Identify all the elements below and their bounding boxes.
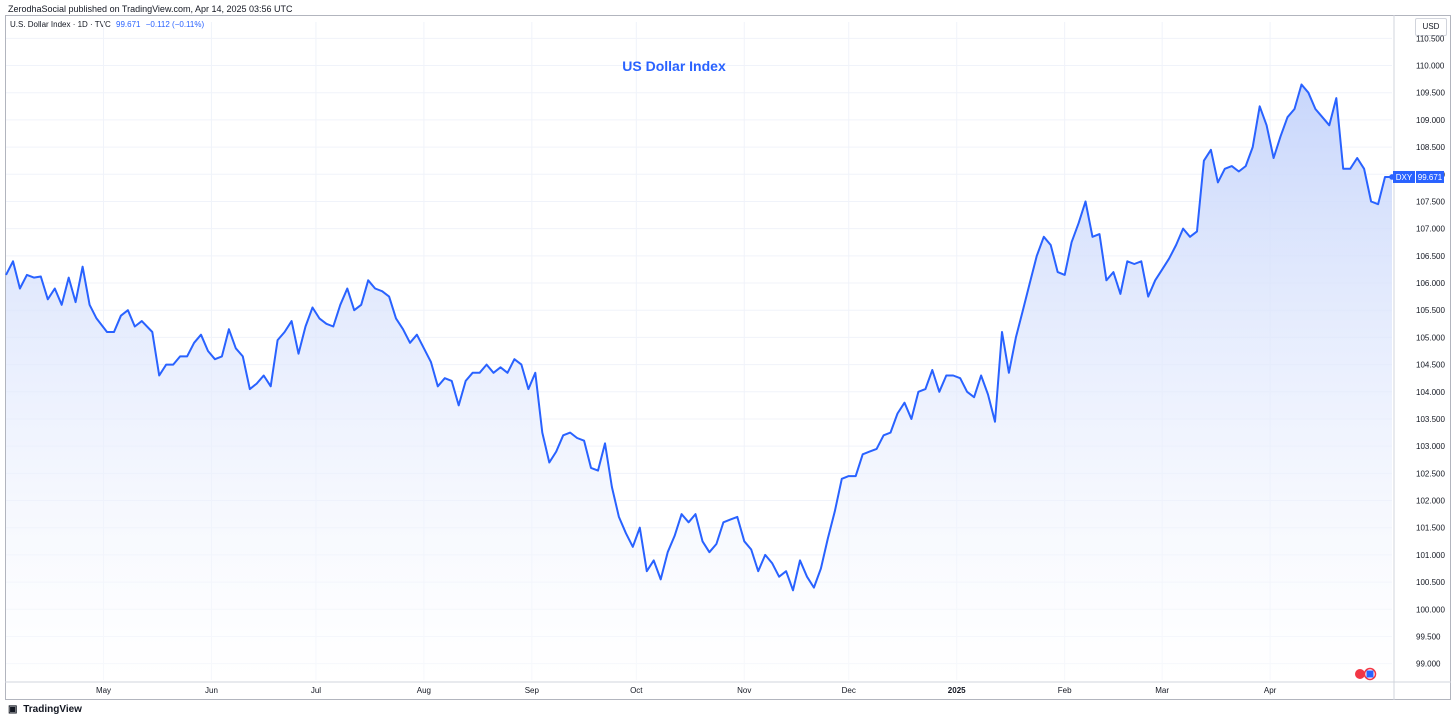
y-tick-label: 100.000	[1416, 605, 1445, 614]
y-tick-label: 104.500	[1416, 361, 1445, 370]
tradingview-logo-icon: ▣	[8, 704, 18, 715]
us-flag-canton-icon	[1366, 670, 1374, 678]
price-change: −0.112 (−0.11%)	[145, 20, 205, 29]
last-price: 99.671	[116, 20, 141, 29]
tradingview-brand-label: TradingView	[23, 704, 82, 715]
x-tick-label: 2025	[948, 686, 966, 695]
x-tick-label: Nov	[737, 686, 751, 695]
x-tick-label: Jul	[311, 686, 321, 695]
symbol-label: U.S. Dollar Index · 1D · TVC	[10, 20, 111, 29]
y-tick-label: 102.000	[1416, 497, 1445, 506]
ticker-badge-label: DXY	[1396, 173, 1413, 182]
price-badge	[1416, 170, 1444, 183]
y-tick-label: 110.000	[1416, 62, 1445, 71]
x-tick-label: Dec	[842, 686, 856, 695]
y-tick-label: 109.000	[1416, 116, 1445, 125]
y-tick-label: 99.500	[1416, 632, 1441, 641]
y-tick-label: 103.500	[1416, 415, 1445, 424]
y-tick-label: 106.000	[1416, 279, 1445, 288]
x-tick-label: Sep	[525, 686, 540, 695]
currency-button[interactable]: USD	[1415, 18, 1447, 36]
y-tick-label: 109.500	[1416, 89, 1445, 98]
ticker-badge	[1393, 170, 1415, 183]
y-tick-label: 104.000	[1416, 388, 1445, 397]
y-tick-label: 99.000	[1416, 660, 1441, 669]
series-line	[5, 83, 1392, 592]
x-tick-label: Feb	[1058, 686, 1072, 695]
y-tick-label: 103.000	[1416, 442, 1445, 451]
x-tick-label: Jun	[205, 686, 218, 695]
y-tick-label: 101.000	[1416, 551, 1445, 560]
x-tick-label: May	[96, 686, 111, 695]
x-tick-label: Aug	[417, 686, 431, 695]
chart-frame	[5, 15, 1451, 700]
price-badge-label: 99.671	[1418, 173, 1443, 182]
y-tick-label: 105.000	[1416, 333, 1445, 342]
y-tick-label: 107.500	[1416, 197, 1445, 206]
chart-title: US Dollar Index	[622, 58, 726, 74]
y-tick-label: 105.500	[1416, 306, 1445, 315]
y-tick-label: 101.500	[1416, 524, 1445, 533]
y-tick-label: 100.500	[1416, 578, 1445, 587]
x-tick-label: Oct	[630, 686, 643, 695]
area-fill	[6, 84, 1392, 680]
x-tick-label: Mar	[1155, 686, 1169, 695]
y-tick-label: 107.000	[1416, 225, 1445, 234]
symbol-legend: U.S. Dollar Index · 1D · TVC 99.671 −0.1…	[10, 20, 204, 29]
y-tick-label: 110.500	[1416, 34, 1445, 43]
y-tick-label: 102.500	[1416, 469, 1445, 478]
y-tick-label: 106.500	[1416, 252, 1445, 261]
y-tick-label: 108.500	[1416, 143, 1445, 152]
tradingview-branding: ▣ TradingView	[8, 704, 82, 715]
publisher-line: ZerodhaSocial published on TradingView.c…	[8, 4, 293, 14]
x-tick-label: Apr	[1264, 686, 1277, 695]
